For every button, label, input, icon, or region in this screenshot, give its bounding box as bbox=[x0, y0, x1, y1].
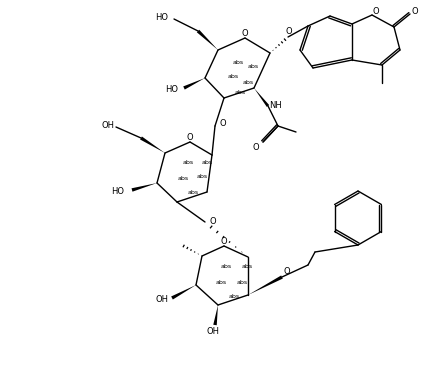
Text: abs: abs bbox=[187, 190, 198, 195]
Text: abs: abs bbox=[202, 159, 213, 164]
Text: abs: abs bbox=[216, 279, 227, 285]
Text: O: O bbox=[220, 236, 227, 245]
Text: O: O bbox=[373, 6, 379, 15]
Text: abs: abs bbox=[241, 265, 253, 270]
Text: abs: abs bbox=[243, 80, 254, 84]
Text: HO: HO bbox=[165, 84, 179, 93]
Polygon shape bbox=[183, 78, 205, 90]
Text: abs: abs bbox=[236, 279, 247, 285]
Text: OH: OH bbox=[101, 121, 115, 130]
Text: O: O bbox=[220, 120, 226, 129]
Text: abs: abs bbox=[196, 175, 208, 179]
Text: abs: abs bbox=[235, 89, 246, 95]
Text: abs: abs bbox=[232, 60, 243, 64]
Text: O: O bbox=[187, 132, 193, 141]
Text: HO: HO bbox=[112, 187, 124, 196]
Text: OH: OH bbox=[156, 294, 168, 303]
Text: O: O bbox=[253, 144, 259, 153]
Text: HO: HO bbox=[156, 12, 168, 21]
Polygon shape bbox=[140, 136, 165, 153]
Polygon shape bbox=[131, 183, 157, 192]
Text: abs: abs bbox=[247, 64, 258, 69]
Text: NH: NH bbox=[269, 101, 282, 109]
Text: abs: abs bbox=[183, 161, 194, 166]
Polygon shape bbox=[171, 285, 196, 300]
Polygon shape bbox=[197, 30, 218, 50]
Polygon shape bbox=[213, 305, 218, 325]
Text: O: O bbox=[209, 216, 217, 225]
Polygon shape bbox=[254, 88, 269, 107]
Text: abs: abs bbox=[220, 265, 232, 270]
Text: O: O bbox=[284, 268, 290, 276]
Text: abs: abs bbox=[228, 75, 239, 80]
Text: O: O bbox=[286, 28, 292, 37]
Text: OH: OH bbox=[206, 328, 220, 337]
Text: O: O bbox=[242, 29, 248, 37]
Text: abs: abs bbox=[177, 176, 189, 181]
Polygon shape bbox=[248, 276, 283, 295]
Text: abs: abs bbox=[228, 294, 239, 299]
Text: O: O bbox=[412, 8, 419, 17]
